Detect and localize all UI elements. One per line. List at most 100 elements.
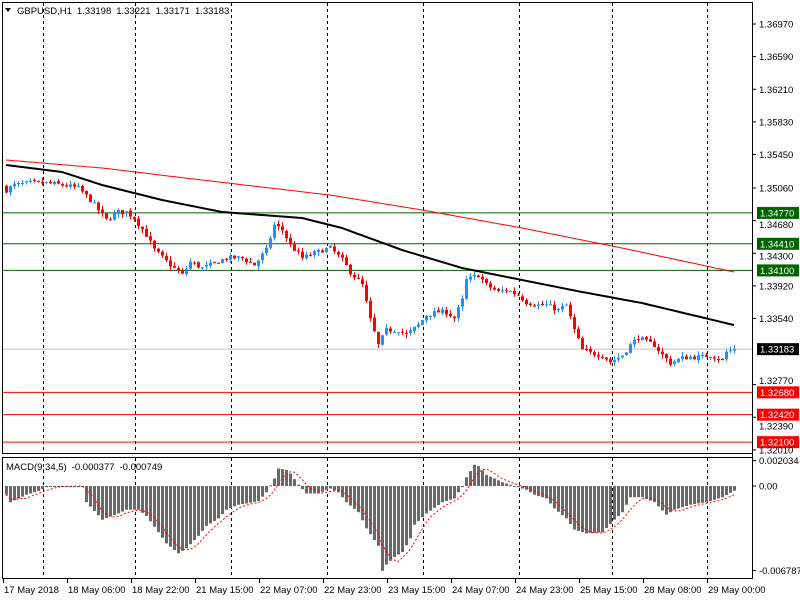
- macd-bar: [481, 470, 484, 486]
- price-tick-label: 1.35830: [759, 117, 793, 128]
- macd-bar: [109, 486, 112, 517]
- candle-body: [65, 185, 68, 187]
- candle-body: [601, 356, 604, 358]
- macd-bar: [273, 478, 276, 486]
- candle-body: [317, 249, 320, 252]
- macd-bar: [337, 486, 340, 493]
- macd-bar: [21, 486, 24, 497]
- macd-bar: [433, 486, 436, 508]
- candle-body: [617, 357, 620, 360]
- current-price-tag-bg: [757, 343, 799, 356]
- candle-body: [677, 358, 680, 363]
- macd-bar: [641, 486, 644, 498]
- macd-bar: [145, 486, 148, 516]
- candle-body: [265, 247, 268, 254]
- macd-bar: [421, 486, 424, 518]
- macd-bar: [161, 486, 164, 538]
- candle-body: [233, 255, 236, 259]
- time-label: 23 May 15:00: [388, 585, 446, 596]
- candle-body: [541, 303, 544, 306]
- macd-bar: [593, 486, 596, 533]
- macd-bar: [661, 486, 664, 511]
- time-label: 21 May 15:00: [196, 585, 254, 596]
- resistance-price-tag-bg: [757, 206, 799, 219]
- resistance-price-tag-bg: [757, 264, 799, 277]
- macd-main-value: -0.000377: [72, 462, 115, 473]
- macd-tick-label: 0.002034: [759, 456, 799, 467]
- candle-body: [73, 184, 76, 187]
- support-price-tag: 1.32100: [760, 438, 794, 449]
- candle-body: [253, 262, 256, 266]
- macd-bar: [649, 486, 652, 501]
- macd-bar: [169, 486, 172, 547]
- macd-bar: [173, 486, 176, 551]
- macd-bar: [625, 486, 628, 505]
- macd-bar: [417, 486, 420, 521]
- macd-bar: [265, 486, 268, 493]
- candle-body: [305, 254, 308, 259]
- macd-bar: [49, 486, 52, 487]
- macd-bar: [429, 486, 432, 511]
- candle-body: [597, 355, 600, 357]
- macd-bar: [125, 486, 128, 510]
- candle-body: [661, 351, 664, 355]
- macd-bar: [541, 486, 544, 498]
- macd-bar: [17, 486, 20, 499]
- macd-bar: [217, 486, 220, 519]
- candle-body: [381, 335, 384, 345]
- candle-body: [501, 290, 504, 292]
- macd-bar: [465, 477, 468, 486]
- candle-body: [161, 251, 164, 256]
- candle-body: [257, 260, 260, 267]
- macd-bar: [353, 486, 356, 509]
- macd-bar: [149, 486, 152, 522]
- candle-body: [217, 262, 220, 264]
- macd-bar: [665, 486, 668, 515]
- macd-bar: [717, 486, 720, 499]
- macd-bar: [473, 464, 476, 486]
- candle-body: [229, 255, 232, 260]
- time-label: 22 May 07:00: [260, 585, 318, 596]
- macd-bar: [405, 486, 408, 546]
- macd-bar: [137, 486, 140, 510]
- resistance-price-tag: 1.34410: [760, 239, 794, 250]
- menu-triangle-icon[interactable]: [5, 8, 11, 12]
- macd-bar: [485, 474, 488, 486]
- candle-body: [721, 359, 724, 361]
- macd-bar: [557, 486, 560, 512]
- macd-bar: [97, 486, 100, 516]
- time-label: 22 May 23:00: [324, 585, 382, 596]
- candle-body: [189, 261, 192, 269]
- candle-body: [45, 181, 48, 183]
- macd-bar: [733, 486, 736, 491]
- macd-bar: [469, 471, 472, 486]
- candle-body: [625, 352, 628, 355]
- candle-body: [433, 311, 436, 317]
- candle-body: [429, 315, 432, 317]
- macd-bar: [713, 486, 716, 500]
- candle-body: [225, 258, 228, 260]
- candle-body: [473, 275, 476, 277]
- price-tick-label: 1.36210: [759, 85, 793, 96]
- open-value: 1.33198: [77, 6, 111, 17]
- macd-bar: [685, 486, 688, 506]
- price-tick-label: 1.32010: [759, 445, 793, 456]
- candle-body: [513, 291, 516, 295]
- support-price-tag-bg: [757, 408, 799, 421]
- macd-bar: [437, 486, 440, 506]
- macd-bar: [449, 486, 452, 500]
- candle-body: [337, 252, 340, 255]
- macd-bar: [297, 484, 300, 486]
- candle-body: [17, 182, 20, 185]
- macd-bar: [589, 486, 592, 534]
- candle-body: [581, 338, 584, 350]
- candle-body: [589, 348, 592, 352]
- macd-signal-line: [5, 468, 735, 563]
- candle-body: [481, 276, 484, 280]
- candle-body: [417, 324, 420, 327]
- candle-body: [133, 217, 136, 220]
- candle-body: [325, 248, 328, 252]
- candle-body: [185, 268, 188, 275]
- candle-body: [461, 298, 464, 307]
- candle-body: [673, 361, 676, 364]
